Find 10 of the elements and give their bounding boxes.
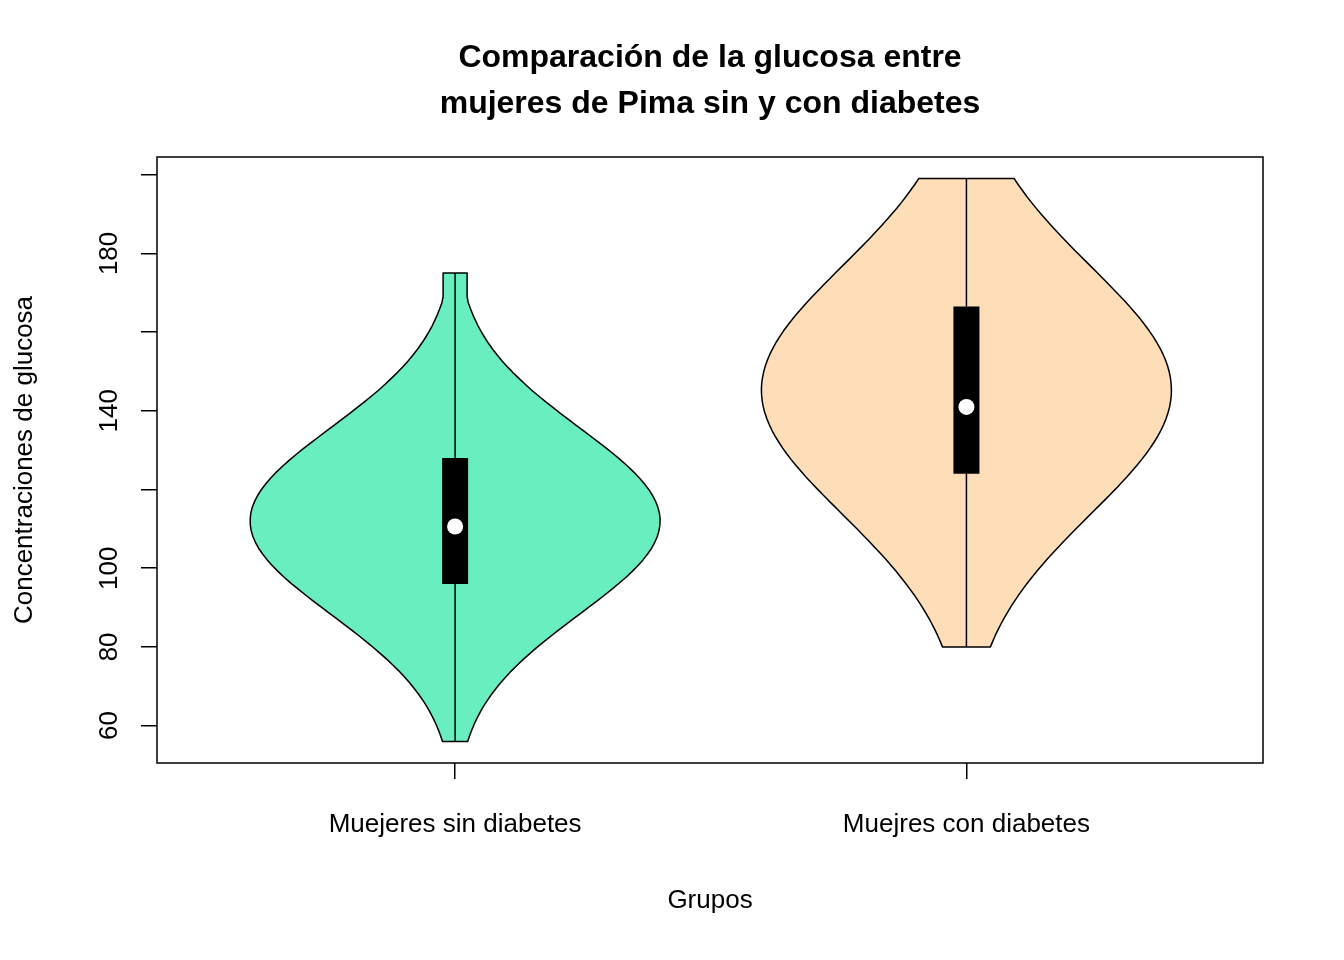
x-axis-title: Grupos (667, 884, 753, 915)
y-tick-label: 100 (93, 546, 124, 590)
chart-title: Comparación de la glucosa entre mujeres de Pima sin y con diabetes (439, 37, 981, 120)
x-tick-label: Muejeres sin diabetes (328, 807, 582, 838)
y-tick-label: 60 (93, 711, 124, 741)
x-tick-label: Muejres con diabetes (842, 807, 1090, 838)
y-tick-label: 180 (93, 231, 124, 276)
y-axis-title: Concentraciones de glucosa (8, 295, 39, 625)
y-tick-label: 80 (93, 632, 124, 662)
y-tick-label: 140 (93, 389, 124, 433)
